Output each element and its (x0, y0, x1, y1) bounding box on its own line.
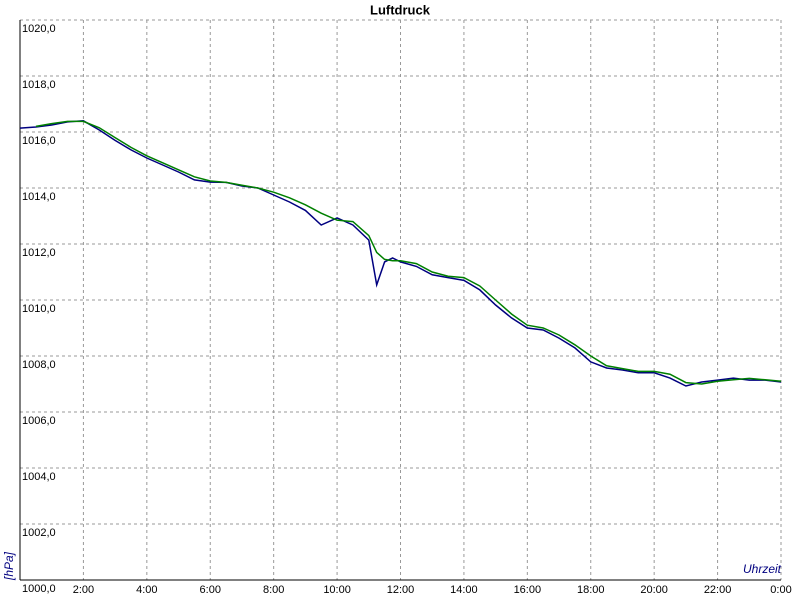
y-tick-label: 1010,0 (22, 303, 56, 315)
x-tick-label: 2:00 (73, 584, 94, 596)
x-tick-label: 20:00 (640, 584, 668, 596)
x-tick-label: 6:00 (200, 584, 221, 596)
x-axis-label: Uhrzeit (743, 562, 782, 576)
x-tick-label: 12:00 (387, 584, 415, 596)
y-tick-label: 1018,0 (22, 79, 56, 91)
x-tick-label: 18:00 (577, 584, 605, 596)
x-tick-label: 8:00 (263, 584, 284, 596)
y-tick-label: 1004,0 (22, 471, 56, 483)
y-tick-label: 1014,0 (22, 191, 56, 203)
y-tick-label: 1006,0 (22, 415, 56, 427)
x-tick-label: 14:00 (450, 584, 478, 596)
chart-title: Luftdruck (370, 2, 431, 17)
y-axis-label: [hPa] (2, 551, 16, 581)
x-tick-label: 4:00 (136, 584, 157, 596)
x-tick-label: 0:00 (770, 584, 791, 596)
line-series (35, 120, 782, 385)
y-tick-label: 1016,0 (22, 135, 56, 147)
y-tick-label: 1000,0 (22, 583, 56, 595)
line-series (19, 120, 782, 387)
y-tick-label: 1020,0 (22, 23, 56, 35)
x-tick-label: 16:00 (514, 584, 542, 596)
y-tick-label: 1012,0 (22, 247, 56, 259)
x-tick-label: 10:00 (323, 584, 351, 596)
x-tick-label: 22:00 (704, 584, 732, 596)
y-tick-label: 1002,0 (22, 527, 56, 539)
y-tick-label: 1008,0 (22, 359, 56, 371)
